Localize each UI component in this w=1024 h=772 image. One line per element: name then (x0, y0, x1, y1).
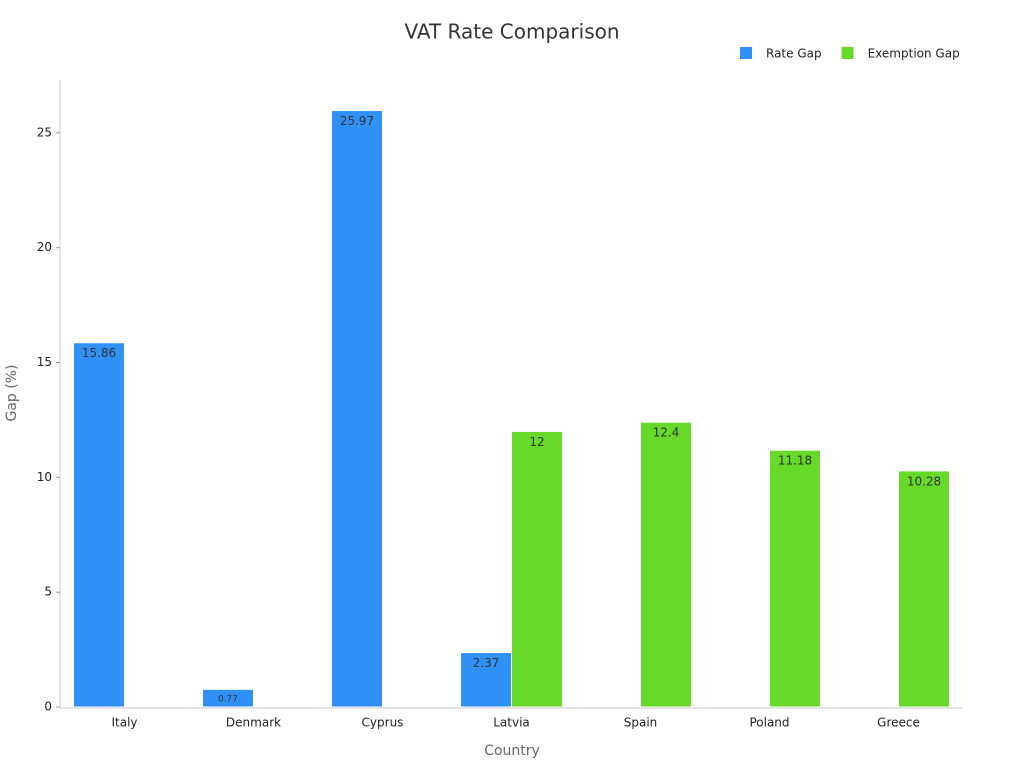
y-axis-label: Gap (%) (4, 365, 20, 422)
x-tick-label: Poland (749, 716, 789, 730)
bar (73, 342, 125, 708)
data-label: 0.77 (218, 695, 238, 705)
y-tick-label: 25 (37, 125, 52, 139)
bar (511, 430, 563, 708)
data-label: 10.28 (907, 474, 941, 488)
data-label: 2.37 (473, 656, 500, 670)
data-label: 11.18 (778, 454, 812, 468)
x-tick-label: Denmark (226, 716, 281, 730)
bar (640, 421, 692, 708)
x-tick-label: Italy (111, 716, 137, 730)
bar (898, 470, 950, 708)
x-tick-label: Cyprus (362, 716, 404, 730)
legend-swatch (841, 47, 854, 59)
data-label: 15.86 (82, 346, 116, 360)
y-tick-label: 5 (44, 585, 52, 599)
bar (769, 449, 821, 708)
legend-label: Rate Gap (766, 47, 822, 61)
x-tick-label: Latvia (493, 716, 530, 730)
legend-swatch (740, 47, 752, 59)
y-tick-label: 15 (37, 355, 52, 369)
chart-title: VAT Rate Comparison (404, 20, 619, 44)
data-label: 12.4 (653, 426, 680, 440)
bar (202, 688, 254, 708)
y-tick-label: 20 (37, 240, 52, 254)
y-tick-label: 0 (44, 700, 52, 714)
x-tick-label: Spain (624, 716, 658, 730)
legend-label: Exemption Gap (868, 47, 960, 61)
x-axis-label: Country (484, 743, 540, 759)
bar (331, 110, 383, 708)
y-tick-label: 10 (37, 470, 52, 484)
x-tick-label: Greece (877, 716, 920, 730)
data-label: 25.97 (340, 114, 374, 128)
data-label: 12 (529, 435, 544, 449)
bar (460, 652, 512, 708)
